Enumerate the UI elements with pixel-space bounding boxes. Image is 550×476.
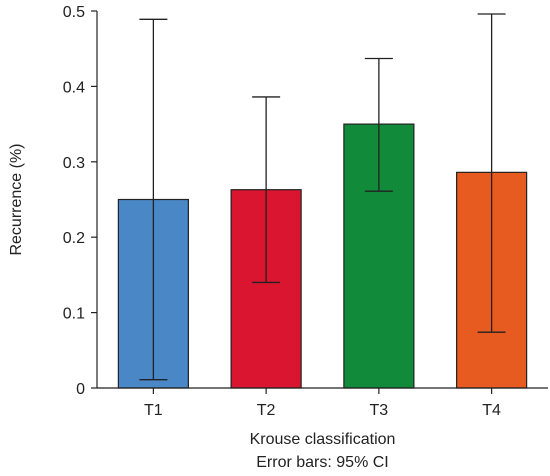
y-tick-label: 0.3: [63, 155, 85, 172]
x-tick-label-t1: T1: [144, 402, 163, 419]
error-bars-note: Error bars: 95% CI: [256, 454, 388, 471]
x-tick-label-t2: T2: [257, 402, 276, 419]
y-axis-ticks: 0 0.1 0.2 0.3 0.4 0.5: [63, 4, 97, 398]
y-tick-label: 0: [76, 381, 85, 398]
y-tick-label: 0.1: [63, 306, 85, 323]
error-bars: [139, 13, 506, 381]
x-tick-label-t3: T3: [370, 402, 389, 419]
x-axis-ticks: T1 T2 T3 T4: [144, 388, 501, 419]
y-tick-label: 0.5: [63, 4, 85, 21]
x-tick-label-t4: T4: [482, 402, 501, 419]
bars: [117, 123, 528, 389]
x-axis-title: Krouse classification: [250, 431, 396, 448]
y-axis-title: Recurrence (%): [8, 143, 25, 255]
y-tick-label: 0.4: [63, 79, 85, 96]
y-tick-label: 0.2: [63, 230, 85, 247]
